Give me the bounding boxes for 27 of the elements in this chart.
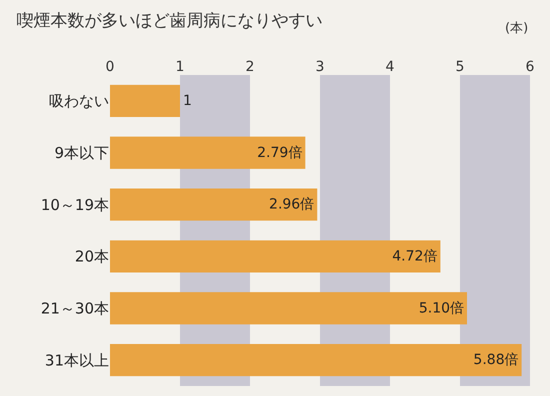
data-label: 2.79倍 [257,144,302,161]
bar [110,240,440,272]
bar [110,84,180,117]
y-tick-label: 9本以下 [54,144,109,162]
x-tick-label: 2 [246,59,254,76]
x-tick-label: 6 [526,59,535,76]
bar [110,188,318,221]
x-tick-label: 5 [456,59,464,76]
y-tick-label: 20本 [74,248,109,266]
data-label: 1 [183,92,192,109]
data-label: 4.72倍 [392,248,438,264]
data-label: 5.88倍 [473,352,519,368]
chart-title: 喫煙本数が多いほど歯周病になりやすい [16,10,322,31]
data-label: 5.10倍 [418,300,464,316]
x-tick-label: 4 [386,59,395,76]
y-tick-label: 21～30本 [40,300,109,318]
x-tick-label: 0 [106,59,114,76]
y-tick-label: 10～19本 [40,196,109,214]
x-tick-label: 3 [316,59,324,76]
data-label: 2.96倍 [269,196,314,213]
bar [110,292,467,324]
bar [110,344,522,376]
y-tick-label: 吸わない [49,92,109,110]
y-tick-label: 31本以上 [44,351,109,370]
bar [110,136,306,169]
x-tick-label: 1 [176,59,184,76]
x-axis-title: (本) [505,21,528,36]
